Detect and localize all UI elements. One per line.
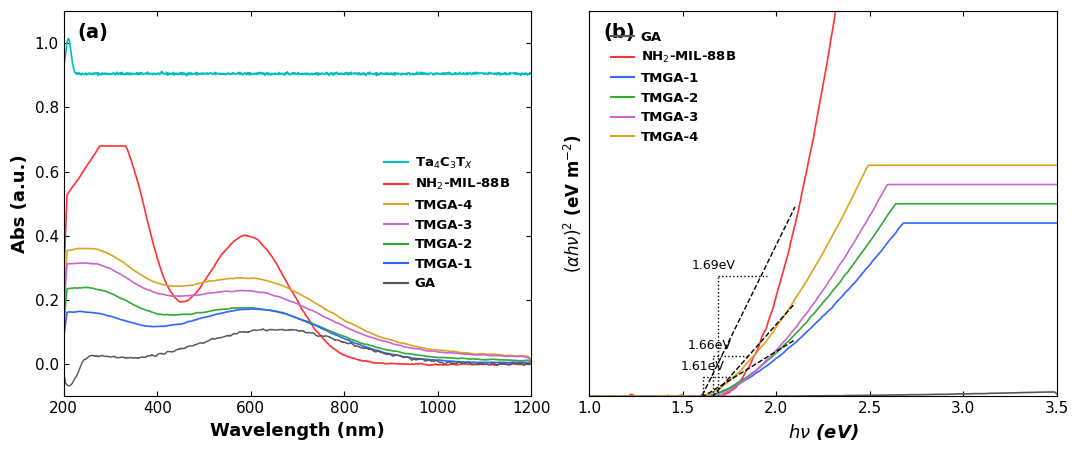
Text: (a): (a) (78, 23, 109, 42)
Text: 1.61eV: 1.61eV (680, 360, 725, 373)
Text: (b): (b) (604, 23, 635, 42)
X-axis label: Wavelength (nm): Wavelength (nm) (211, 422, 384, 440)
Legend: Ta$_4$C$_3$T$_X$, NH$_2$-MIL-88B, TMGA-4, TMGA-3, TMGA-2, TMGA-1, GA: Ta$_4$C$_3$T$_X$, NH$_2$-MIL-88B, TMGA-4… (379, 150, 515, 296)
Text: 1.69eV: 1.69eV (691, 260, 735, 272)
Y-axis label: Abs (a.u.): Abs (a.u.) (11, 154, 29, 253)
Text: 1.66eV: 1.66eV (688, 339, 731, 352)
Legend: GA, NH$_2$-MIL-88B, TMGA-1, TMGA-2, TMGA-3, TMGA-4: GA, NH$_2$-MIL-88B, TMGA-1, TMGA-2, TMGA… (605, 25, 742, 149)
X-axis label: $h\nu$ (eV): $h\nu$ (eV) (787, 422, 859, 442)
Y-axis label: $(\alpha h\nu)^2$ (eV m$^{-2}$): $(\alpha h\nu)^2$ (eV m$^{-2}$) (562, 135, 583, 273)
